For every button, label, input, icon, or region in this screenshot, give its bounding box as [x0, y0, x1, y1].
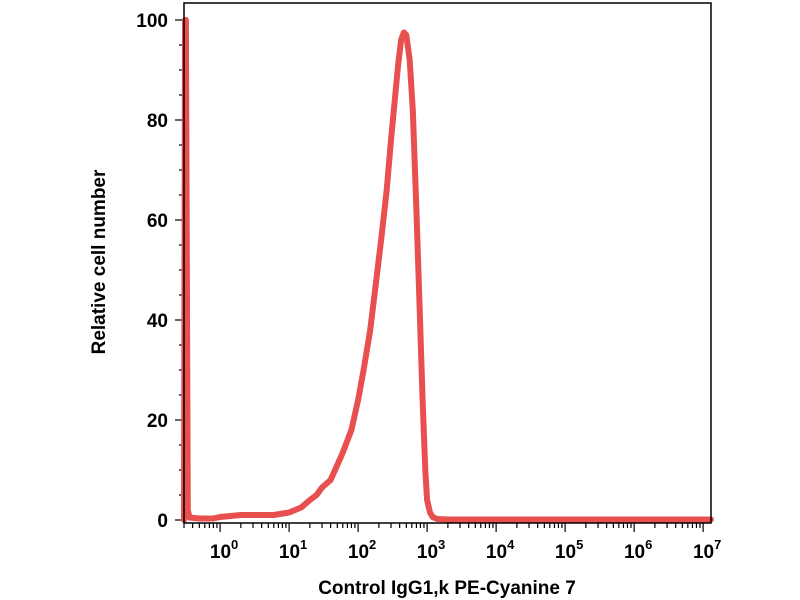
x-tick-label: 104	[486, 537, 515, 563]
y-tick-label: 20	[147, 411, 168, 432]
x-tick-label: 102	[348, 537, 376, 563]
y-tick-label: 0	[157, 511, 168, 532]
plot-area	[181, 17, 714, 523]
x-axis-title: Control IgG1,k PE-Cyanine 7	[318, 578, 576, 599]
x-tick-label: 106	[624, 537, 652, 563]
y-tick-labels: 0 20 40 60 80 100	[136, 11, 168, 532]
histogram-line	[181, 17, 714, 523]
x-tick-label: 100	[210, 537, 238, 563]
y-tick-label: 80	[147, 111, 168, 132]
y-tick-label: 60	[147, 211, 168, 232]
axis-ticks	[175, 19, 704, 532]
plot-frame	[183, 2, 712, 524]
y-tick-label: 100	[136, 11, 168, 32]
x-tick-labels: 100 101 102 103 104 105 106 107	[210, 537, 721, 563]
y-axis-title: Relative cell number	[89, 169, 110, 354]
x-tick-label: 103	[417, 537, 445, 563]
x-tick-label: 101	[279, 537, 307, 563]
y-tick-label: 40	[147, 311, 168, 332]
x-tick-label: 105	[555, 537, 583, 563]
x-tick-label: 107	[693, 537, 721, 563]
